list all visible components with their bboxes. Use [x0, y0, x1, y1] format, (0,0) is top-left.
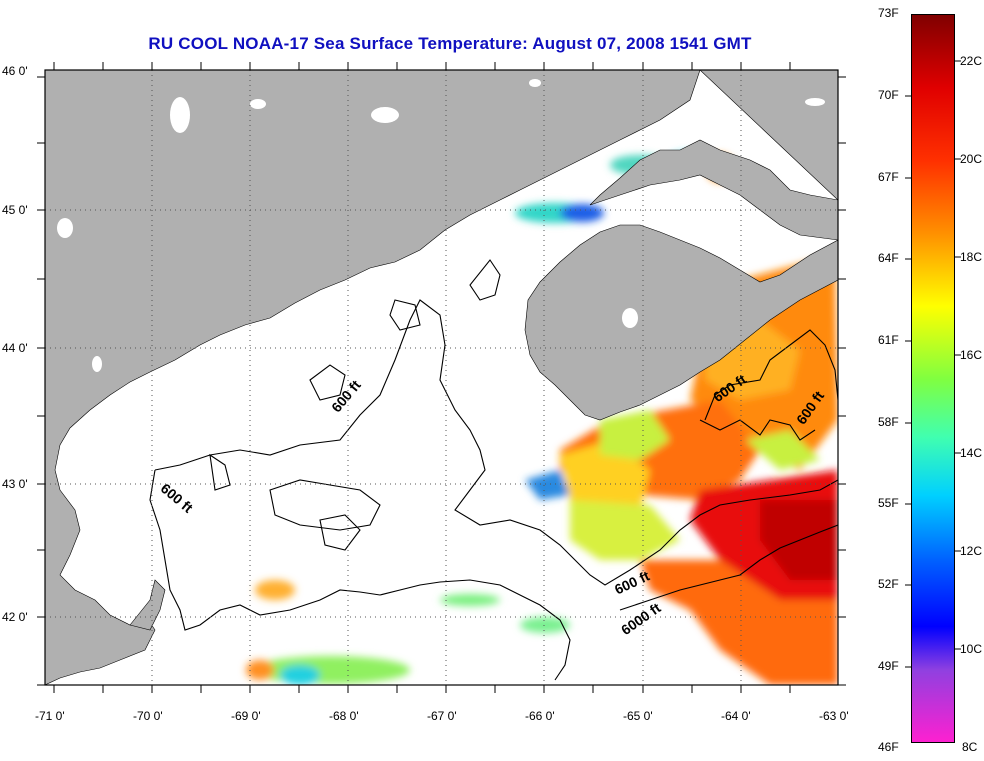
colorbar-c-14: 14C [960, 446, 983, 460]
lon-label-63: -63 0' [819, 709, 849, 723]
lat-label-42: 42 0' [2, 610, 28, 624]
colorbar-c-22: 22C [960, 54, 983, 68]
axis-ticks [37, 62, 846, 693]
colorbar-f-73: 73F [878, 6, 899, 20]
map-frame [44, 69, 839, 686]
depth-contours [149, 259, 838, 681]
colorbar-c-8: 8C [962, 740, 978, 754]
lat-label-44: 44 0' [2, 341, 28, 355]
colorbar-f-70: 70F [878, 88, 899, 102]
lon-label-70: -70 0' [133, 709, 163, 723]
colorbar-f-49: 49F [878, 659, 899, 673]
colorbar-c-12: 12C [960, 544, 983, 558]
lat-label-43: 43 0' [2, 477, 28, 491]
lon-label-66: -66 0' [525, 709, 555, 723]
lon-label-71: -71 0' [35, 709, 65, 723]
lat-label-46: 46 0' [2, 64, 28, 78]
colorbar-ticks [905, 60, 961, 668]
colorbar-gradient [912, 15, 955, 743]
map-title: RU COOL NOAA-17 Sea Surface Temperature:… [148, 34, 752, 53]
lon-label-69: -69 0' [231, 709, 261, 723]
lon-label-68: -68 0' [329, 709, 359, 723]
colorbar-f-52: 52F [878, 577, 899, 591]
colorbar-f-64: 64F [878, 251, 899, 265]
lon-label-65: -65 0' [623, 709, 653, 723]
colorbar-f-46: 46F [878, 740, 899, 754]
colorbar-c-20: 20C [960, 152, 983, 166]
colorbar-c-18: 18C [960, 250, 983, 264]
lat-label-45: 45 0' [2, 203, 28, 217]
lakes-layer [57, 79, 825, 372]
graticule [45, 70, 838, 685]
colorbar-f-67: 67F [878, 170, 899, 184]
colorbar-f-55: 55F [878, 496, 899, 510]
lon-label-64: -64 0' [721, 709, 751, 723]
colorbar-frame [911, 14, 955, 743]
colorbar-c-16: 16C [960, 348, 983, 362]
colorbar-c-10: 10C [960, 642, 983, 656]
colorbar-f-58: 58F [878, 415, 899, 429]
lon-label-67: -67 0' [427, 709, 457, 723]
land-layer [45, 70, 838, 685]
colorbar-f-61: 61F [878, 333, 899, 347]
